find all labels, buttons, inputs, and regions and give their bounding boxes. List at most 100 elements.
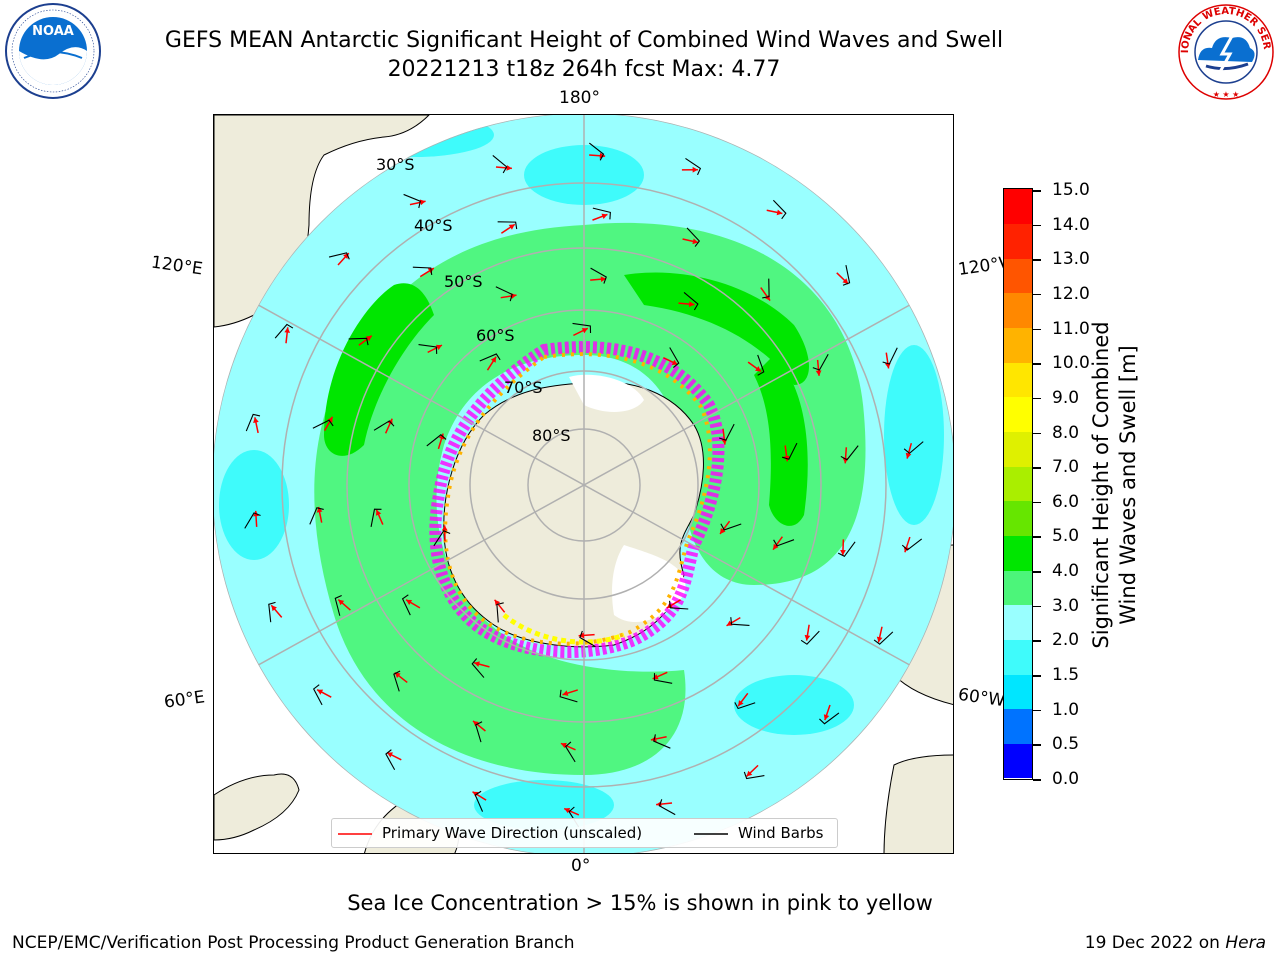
- wind-barb: [757, 354, 765, 376]
- credit-right: 19 Dec 2022 on Hera: [1085, 933, 1266, 953]
- lat-label-30: 30°S: [376, 155, 415, 174]
- polar-map: 30°S 40°S 50°S 60°S 70°S 80°S: [214, 115, 953, 853]
- wind-barb: [819, 712, 840, 725]
- wave-arrow-head: [746, 770, 753, 777]
- wave-arrow-head: [560, 742, 567, 749]
- wave-arrow-head: [438, 433, 445, 440]
- colorbar-tick: [1033, 432, 1041, 435]
- wind-barb: [734, 702, 756, 710]
- wind-barb: [772, 199, 787, 220]
- wave-arrow-head: [688, 301, 695, 307]
- wave-arrow-head: [905, 452, 912, 459]
- lat-label-40: 40°S: [414, 216, 453, 235]
- nws-logo: NATIONAL WEATHER SERVICE ★ ★ ★: [1176, 2, 1274, 100]
- wind-barb: [564, 741, 576, 763]
- wave-arrow-head: [490, 356, 497, 363]
- colorbar-title-line-2: Wind Waves and Swell [m]: [1116, 345, 1140, 625]
- wave-arrow-head: [494, 599, 501, 606]
- wind-barb: [475, 721, 483, 743]
- colorbar-tick: [1033, 328, 1041, 331]
- title-line-2: 20221213 t18z 264h fcst Max: 4.77: [387, 57, 781, 82]
- wind-barb: [837, 541, 856, 557]
- wave-arrow-head: [876, 636, 883, 643]
- title-line-1: GEFS MEAN Antarctic Significant Height o…: [164, 28, 1004, 53]
- wind-barb: [812, 353, 829, 371]
- legend-primary-wave: Primary Wave Direction (unscaled): [382, 824, 643, 842]
- wind-barb: [720, 523, 742, 531]
- colorbar-segment: [1004, 327, 1032, 363]
- wave-arrow-head: [375, 509, 382, 516]
- wind-barb: [312, 684, 323, 706]
- wind-barb: [773, 539, 795, 547]
- colorbar-tick-label: 8.0: [1052, 422, 1080, 443]
- colorbar-tick-label: 11.0: [1052, 318, 1090, 339]
- wave-arrow-head: [564, 808, 571, 814]
- wave-arrow-head: [720, 528, 726, 534]
- colorbar-tick: [1033, 675, 1041, 677]
- wave-arrow-head: [773, 543, 779, 550]
- colorbar-tick: [1033, 190, 1041, 192]
- wave-direction-arrows: [253, 152, 913, 816]
- wind-barb: [903, 441, 924, 454]
- colorbar-tick-label: 4.0: [1052, 561, 1080, 582]
- wind-barb: [479, 353, 501, 362]
- colorbar-tick: [1033, 397, 1041, 400]
- wave-arrow-head: [435, 344, 442, 351]
- lon-label-120e: 120°E: [149, 252, 204, 280]
- colorbar-tick-label: 0.5: [1052, 734, 1080, 755]
- wind-barb: [309, 507, 324, 525]
- wind-barb: [572, 322, 592, 334]
- lat-label-80: 80°S: [532, 426, 571, 445]
- colorbar-segment: [1004, 674, 1032, 710]
- colorbar-tick-label: 3.0: [1052, 595, 1080, 616]
- wave-arrow-head: [578, 632, 585, 639]
- noaa-logo: NOAA: [5, 3, 101, 99]
- credit-left: NCEP/EMC/Verification Post Processing Pr…: [12, 933, 575, 953]
- colorbar-segment: [1004, 639, 1032, 675]
- wave-arrow-head: [755, 366, 762, 372]
- wind-barb: [686, 227, 701, 247]
- wind-barb: [495, 286, 513, 302]
- wind-barb: [685, 157, 702, 176]
- wind-barb: [393, 670, 401, 692]
- wave-arrow-head: [284, 327, 291, 333]
- credit-host: Hera: [1225, 933, 1266, 953]
- wind-barb: [762, 278, 770, 299]
- wave-arrow-head: [823, 714, 830, 721]
- wind-barb: [901, 538, 923, 551]
- wind-barb: [873, 631, 894, 645]
- colorbar-tick: [1033, 709, 1041, 712]
- colorbar-tick-label: 14.0: [1052, 214, 1090, 235]
- wind-barb: [653, 673, 673, 684]
- legend-wind-barbs: Wind Barbs: [738, 824, 824, 842]
- wind-barb: [471, 658, 485, 678]
- colorbar-segment: [1004, 362, 1032, 398]
- colorbar-tick: [1033, 779, 1041, 781]
- colorbar-segment: [1004, 223, 1032, 259]
- wind-barb: [669, 600, 689, 610]
- wind-barb: [348, 337, 369, 346]
- colorbar-tick: [1033, 293, 1041, 296]
- wind-barb: [719, 423, 735, 441]
- wind-barb: [244, 512, 261, 529]
- wave-arrow-head: [738, 700, 744, 707]
- wind-barb: [268, 601, 276, 623]
- wave-arrow-head: [692, 238, 699, 245]
- wave-arrow-head: [317, 689, 324, 695]
- colorbar-segment: [1004, 396, 1032, 433]
- colorbar-segment: [1004, 500, 1032, 536]
- colorbar-tick-label: 1.0: [1052, 699, 1080, 720]
- svg-text:★ ★ ★: ★ ★ ★: [1213, 90, 1240, 99]
- colorbar-segment: [1004, 743, 1032, 779]
- lon-label-0: 0°: [571, 856, 591, 876]
- map-legend: Primary Wave Direction (unscaled) Wind B…: [331, 818, 838, 848]
- wind-barb: [730, 617, 750, 626]
- colorbar-segment: [1004, 431, 1032, 467]
- colorbar-tick: [1033, 259, 1041, 261]
- wind-barb: [559, 689, 578, 703]
- colorbar-tick-label: 6.0: [1052, 491, 1080, 512]
- wind-barb: [328, 252, 350, 260]
- wave-arrow-head: [776, 209, 783, 216]
- wind-barb: [385, 749, 396, 771]
- lon-label-60w: 60°W: [956, 684, 1007, 712]
